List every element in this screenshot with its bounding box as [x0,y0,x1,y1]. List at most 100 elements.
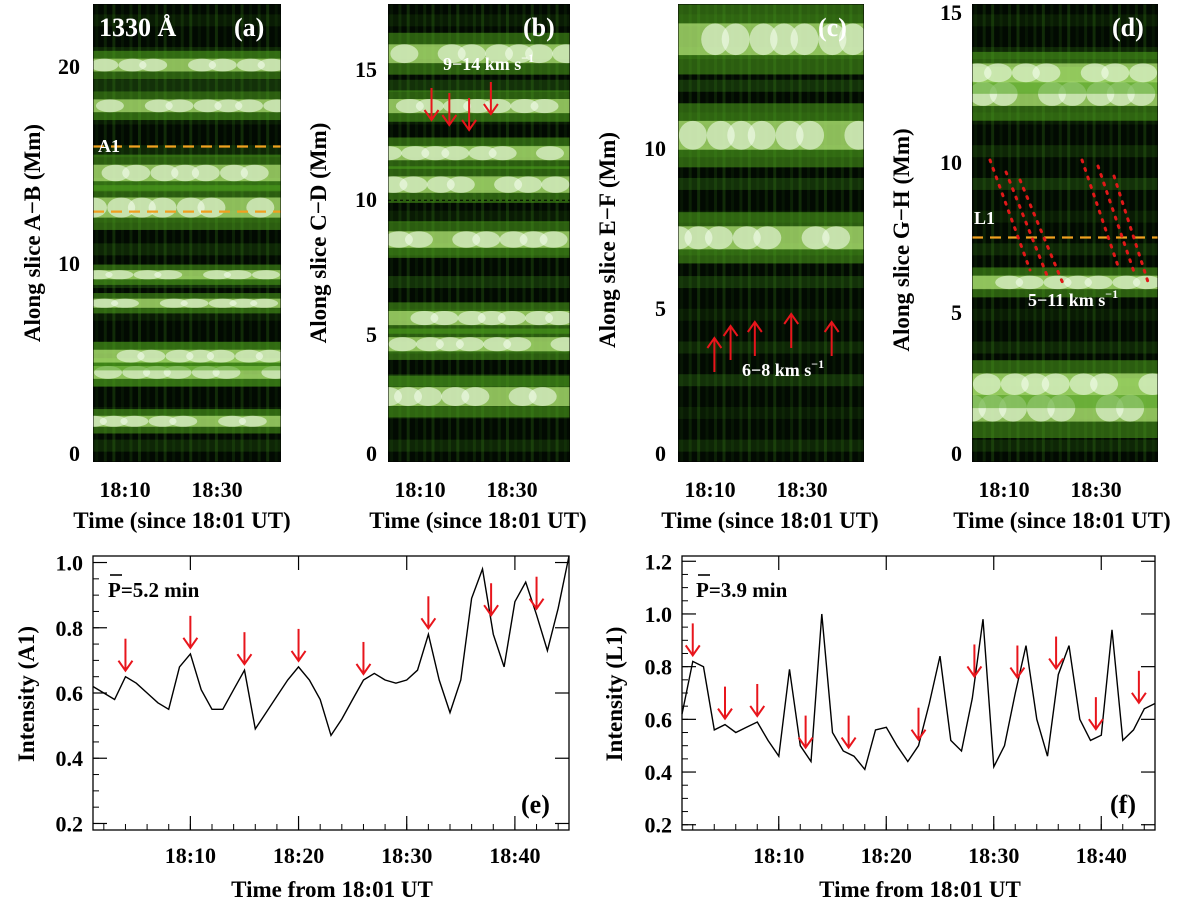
map-d-blob [1015,275,1044,290]
peak-arrow-f-10-head [1131,692,1147,705]
map-b-blob [472,231,501,248]
arrow-b-3-head [483,103,499,116]
map-b-blob [463,99,492,114]
ytick-d-10: 10 [940,150,962,175]
ytick-d-5: 5 [951,300,962,325]
ytick-a-0: 0 [69,441,80,466]
map-b-blob [528,387,557,406]
map-a-haze [93,243,281,256]
ylabel-b: Along slice C−D (Mm) [306,123,331,344]
map-a-blob [214,99,243,113]
peak-arrow-f-2-head [749,705,766,718]
period-f-label: P=3.9 min [696,578,788,602]
map-a-blob [122,164,151,182]
panel-b-label: (b) [523,13,555,42]
map-a-streak [155,4,159,462]
map-c-blob [721,23,750,56]
map-a-blob [257,58,281,72]
map-b-blob [535,146,564,161]
map-a-blob [95,99,124,113]
period-e-label: P=5.2 min [108,578,200,602]
map-c-blob [844,120,864,150]
map-a-blob [206,349,235,363]
map-c-blob [790,23,819,56]
map-a-streak [172,4,176,462]
peak-arrow-f-1 [717,686,733,721]
xtick-f-label-0: 18:10 [753,843,804,868]
map-d-streak [1050,4,1054,462]
map-b-blob [477,310,506,326]
map-a-blob [191,164,220,182]
map-b-blob [514,176,543,193]
xlabel-a: Time (since 18:01 UT) [73,508,290,533]
peak-arrow-f-0-head [684,644,701,658]
map-d-streak [1101,4,1105,462]
map-b-blob [457,44,486,64]
map-a [93,4,281,462]
map-a-streak [95,4,99,462]
xtick-f-label-2: 18:30 [968,843,1019,868]
xlabel-c: Time (since 18:01 UT) [661,508,878,533]
map-a-blob [93,298,119,308]
peak-arrow-e-3 [290,628,307,663]
map-a-streak [206,4,210,462]
map-a-blob [159,298,188,308]
map-c-blob [753,226,782,250]
ytick-f-label-5: 1.2 [645,549,673,574]
xtick-f-label-3: 18:40 [1076,843,1127,868]
xtick-d-1830: 18:30 [1070,477,1121,502]
speed-d-annotation: 5−11 km s−1 [1028,287,1118,310]
map-b-blob [426,176,455,193]
map-c-blob [747,120,776,150]
map-b-blob [539,231,568,248]
slit-l1-label: L1 [974,208,995,228]
map-a-blob [188,58,217,72]
ytick-b-5: 5 [366,322,377,347]
map-b-blob [510,99,539,114]
map-c-blob [822,226,851,250]
arrow-c-4 [823,320,840,356]
map-b-blob [485,44,514,64]
ytick-e-label-0: 0.2 [56,811,84,836]
map-a-haze [93,145,281,158]
arrow-c-1 [722,324,739,360]
map-d-streak [991,4,995,462]
map-d-blob [972,373,1001,395]
map-d-haze [972,439,1158,452]
map-d-streak [1151,4,1155,462]
peak-arrow-e-0 [117,638,134,673]
map-d-streak [1126,4,1130,462]
map-d-streak [1058,4,1062,462]
peak-arrow-f-9-head [1088,718,1104,731]
xtick-c-1830: 18:30 [776,477,827,502]
map-a-streak [240,4,244,462]
map-b-blob [494,176,523,193]
map-b-haze [388,14,570,27]
map-a-blob [240,164,269,182]
map-b-blob [519,231,548,248]
speed-b-sup: −1 [521,51,534,65]
map-a-blob [197,197,226,218]
map-a-streak [138,4,141,462]
map-a-haze [93,439,281,452]
peak-arrow-e-4 [355,641,372,676]
speed-d-sup: −1 [1105,287,1118,301]
peak-arrow-f-4-head [840,737,857,750]
peak-arrow-f-8-head [1048,657,1064,671]
panel-c-label: (c) [818,13,847,42]
map-b-blob [388,231,413,248]
peak-arrow-e-7-head [528,598,545,611]
map-a-band [93,270,281,280]
ytick-f-label-3: 0.8 [645,655,673,680]
map-b-blob [461,387,490,406]
arrow-c-2 [747,320,763,356]
map-d-blob [1043,275,1072,290]
peak-arrow-e-5-head [420,617,437,631]
map-d-blob [1011,63,1040,83]
dotted-track-5 [1112,174,1150,284]
peak-arrow-f-1-head [717,708,733,721]
map-c-haze [678,276,864,289]
map-d-streak [1109,4,1113,462]
peak-arrow-e-6 [483,583,499,617]
map-d-streak [1041,4,1045,462]
